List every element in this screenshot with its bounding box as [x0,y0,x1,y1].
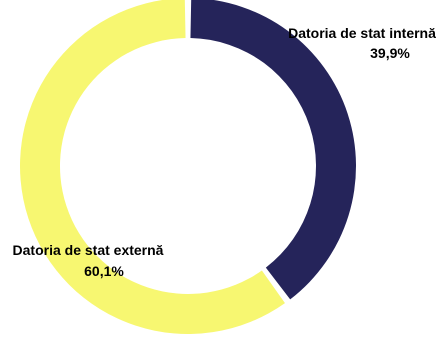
donut-slices [20,0,356,334]
slice-value-external: 60,1% [84,263,124,279]
slice-value-internal: 39,9% [370,45,410,61]
slice-label-internal: Datoria de stat internă [288,25,436,41]
slice-label-external: Datoria de stat externă [13,242,164,258]
donut-slice-external [20,0,285,334]
donut-slice-internal [190,0,356,300]
